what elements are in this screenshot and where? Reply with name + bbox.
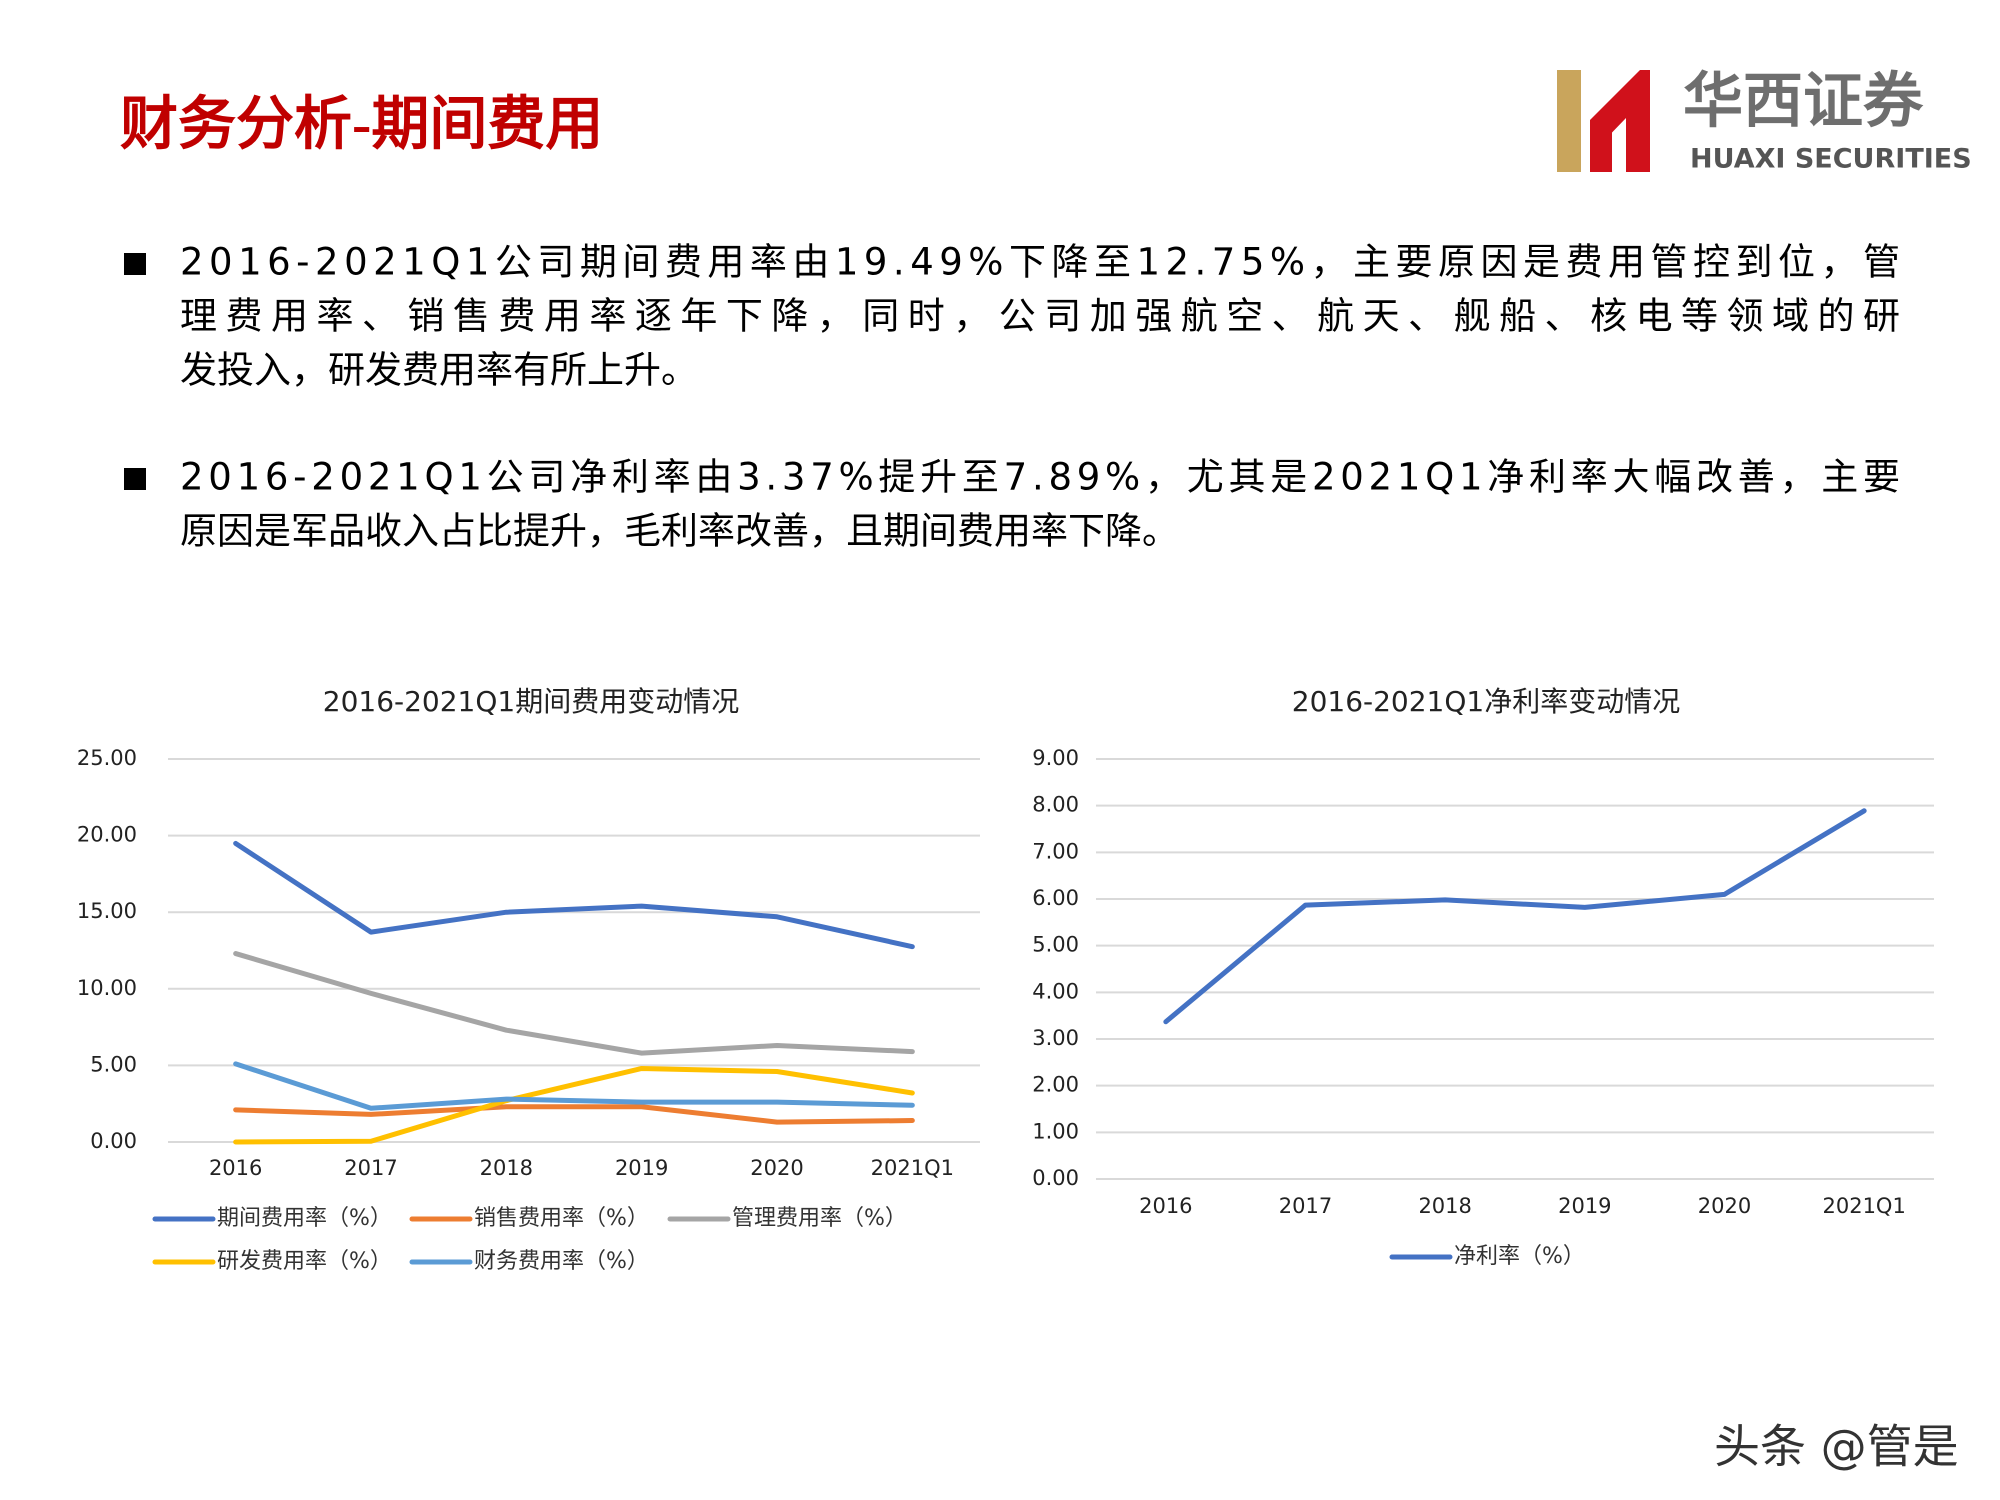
page-title: 财务分析-期间费用 [120,91,603,156]
bullet-text: 原因是军品收入占比提升，毛利率改善，且期间费用率下降。 [180,510,1179,553]
legend-label: 管理费用率（%） [732,1206,907,1231]
logo-name: 华西证券 [1683,67,1924,137]
x-tick-label: 2018 [480,1156,533,1180]
y-tick-label: 20.00 [77,823,137,847]
y-tick-label: 10.00 [77,976,137,1000]
x-tick-label: 2017 [1279,1194,1332,1218]
logo-en: HUAXI SECURITIES [1690,144,1972,175]
series-line [233,1104,915,1125]
y-tick-label: 5.00 [90,1052,137,1076]
legend-label: 销售费用率（%） [474,1206,649,1231]
x-tick-label: 2018 [1418,1194,1471,1218]
bullet-marker [124,468,146,490]
y-tick-label: 8.00 [1032,793,1079,817]
y-tick-label: 15.00 [77,899,137,923]
series-line [233,1065,915,1145]
x-tick-label: 2019 [1558,1194,1611,1218]
y-tick-label: 6.00 [1032,886,1079,910]
chart-title: 2016-2021Q1期间费用变动情况 [323,685,739,718]
series-line [233,951,915,1056]
watermark: 头条 @管是 [1714,1420,1959,1474]
x-tick-label: 2016 [209,1156,262,1180]
bullet-text: 2016-2021Q1公司期间费用率由19.49%下降至12.75%，主要原因是… [180,241,1900,284]
y-tick-label: 0.00 [90,1129,137,1153]
logo-bar [1557,70,1581,172]
series-line [1163,808,1867,1025]
legend-label: 净利率（%） [1454,1244,1585,1269]
y-tick-label: 1.00 [1032,1119,1079,1143]
x-tick-label: 2017 [344,1156,397,1180]
legend-label: 研发费用率（%） [217,1249,392,1274]
y-tick-label: 4.00 [1032,979,1079,1003]
y-tick-label: 2.00 [1032,1073,1079,1097]
y-tick-label: 25.00 [77,746,137,770]
y-tick-label: 7.00 [1032,839,1079,863]
chart-title: 2016-2021Q1净利率变动情况 [1292,685,1680,718]
x-tick-label: 2020 [750,1156,803,1180]
series-line [233,840,915,950]
x-tick-label: 2021Q1 [871,1156,954,1180]
y-tick-label: 0.00 [1032,1166,1079,1190]
y-tick-label: 3.00 [1032,1026,1079,1050]
bullet-marker [124,253,146,275]
x-tick-label: 2020 [1698,1194,1751,1218]
y-tick-label: 9.00 [1032,746,1079,770]
logo-shape [1590,70,1650,172]
x-tick-label: 2021Q1 [1822,1194,1905,1218]
x-tick-label: 2016 [1139,1194,1192,1218]
y-tick-label: 5.00 [1032,933,1079,957]
bullet-text: 2016-2021Q1公司净利率由3.37%提升至7.89%，尤其是2021Q1… [180,456,1900,499]
logo-bar [1590,120,1612,172]
series-line [233,1061,915,1111]
legend-label: 期间费用率（%） [217,1206,392,1231]
bullet-text: 发投入，研发费用率有所上升。 [180,349,698,392]
x-tick-label: 2019 [615,1156,668,1180]
legend-label: 财务费用率（%） [474,1249,649,1274]
logo: 华西证券 HUAXI SECURITIES [1557,67,1972,175]
